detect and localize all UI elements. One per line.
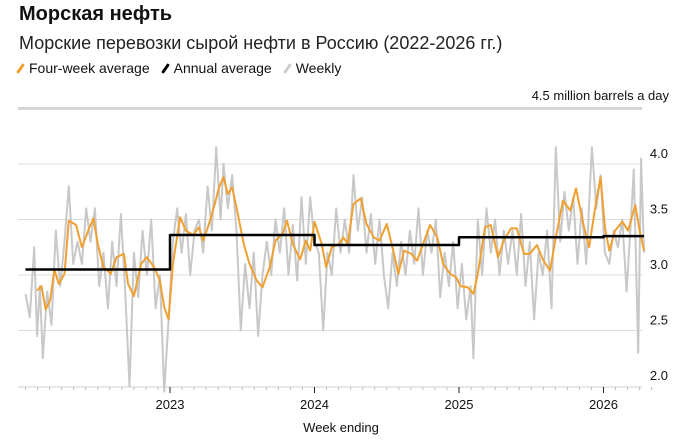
- legend-item-annual: Annual average: [160, 60, 272, 76]
- series-annual-line: [25, 233, 644, 271]
- x-tick-label: 2026: [589, 397, 618, 412]
- series-four-week-line: [36, 176, 645, 321]
- legend-item-four-week: Four-week average: [16, 60, 150, 76]
- y-tick-label: 2.0: [650, 368, 668, 383]
- y-tick-label: 3.0: [650, 257, 668, 272]
- x-axis-title: Week ending: [303, 420, 379, 435]
- y-tick-label: 2.5: [650, 313, 668, 328]
- y-tick-label: 4.0: [650, 146, 668, 161]
- chart-subtitle: Морские перевозки сырой нефти в Россию (…: [19, 33, 503, 53]
- series-weekly-line: [24, 146, 645, 393]
- legend-label: Annual average: [173, 60, 272, 76]
- chart-title: Морская нефть: [19, 3, 173, 25]
- x-tick-label: 2024: [300, 397, 329, 412]
- units-label: 4.5 million barrels a day: [531, 88, 669, 103]
- x-tick-label: 2025: [445, 397, 474, 412]
- x-tick-label: 2023: [156, 397, 185, 412]
- legend-label: Weekly: [295, 60, 342, 76]
- legend: Four-week average Annual average Weekly: [16, 60, 342, 76]
- y-tick-label: 3.5: [650, 202, 668, 217]
- legend-item-weekly: Weekly: [282, 60, 342, 76]
- legend-label: Four-week average: [29, 60, 150, 76]
